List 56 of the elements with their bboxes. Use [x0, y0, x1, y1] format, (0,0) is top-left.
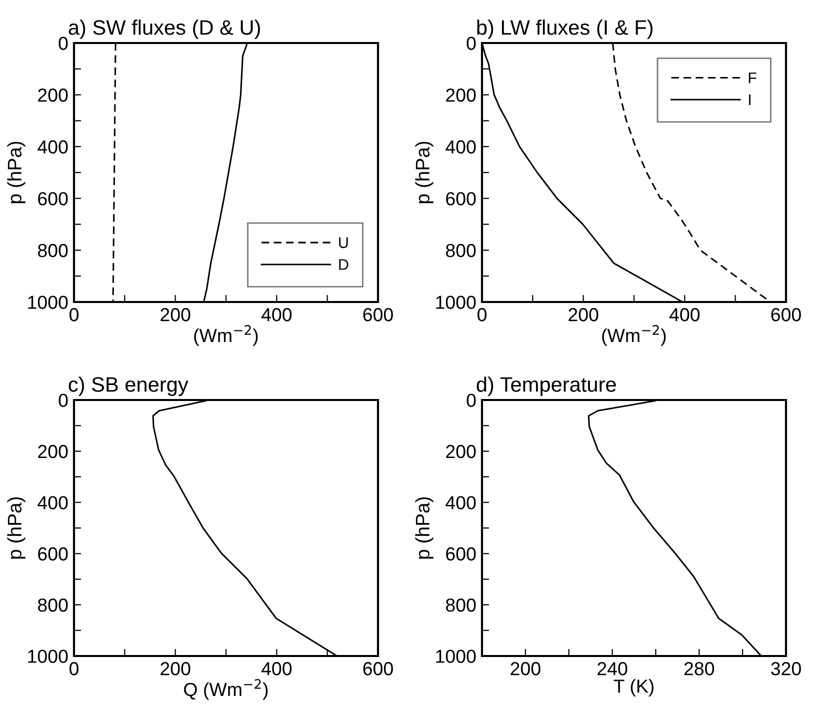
y-tick-label: 600 — [446, 192, 476, 206]
chart-title: a) SW fluxes (D & U) — [68, 20, 260, 39]
x-axis-title: T (K) — [614, 679, 654, 697]
x-tick-label: 240 — [598, 662, 628, 676]
y-tick-label: 800 — [38, 598, 68, 612]
x-axis-title: (Wm$^{−2}$) — [602, 325, 666, 346]
legend-label: U — [339, 237, 348, 248]
chart-title: d) Temperature — [476, 376, 616, 396]
x-tick-label: 280 — [684, 662, 714, 676]
y-tick-label: 1000 — [28, 296, 68, 309]
y-tick-label: 0 — [466, 394, 476, 407]
x-tick-label: 400 — [261, 308, 292, 322]
chart-title: c) SB energy — [68, 376, 188, 396]
x-tick-label: 200 — [510, 662, 540, 676]
y-tick-label: 800 — [446, 244, 476, 258]
x-tick-label: 400 — [261, 662, 292, 676]
legend-label: I — [749, 94, 750, 105]
x-tick-label: 600 — [363, 662, 393, 676]
x-tick-label: 600 — [771, 308, 801, 322]
x-tick-label: 0 — [70, 662, 78, 676]
y-tick-label: 600 — [38, 547, 68, 561]
y-tick-label: 400 — [446, 496, 476, 510]
y-tick-label: 400 — [446, 140, 476, 154]
y-axis-title: p (hPa) — [415, 142, 434, 204]
x-tick-label: 200 — [568, 308, 598, 322]
x-tick-label: 200 — [160, 662, 190, 676]
x-axis-title: Q (Wm$^{−2}$) — [184, 679, 268, 700]
y-axis-title: p (hPa) — [415, 497, 434, 559]
x-axis-title: (Wm$^{−2}$) — [194, 325, 258, 346]
y-axis-title: p (hPa) — [7, 142, 26, 204]
x-tick-label: 400 — [669, 308, 700, 322]
y-tick-label: 800 — [446, 598, 476, 612]
y-tick-label: 0 — [58, 36, 68, 50]
y-tick-label: 600 — [38, 192, 68, 206]
y-tick-label: 1000 — [436, 296, 476, 309]
legend-label: D — [339, 259, 348, 270]
y-tick-label: 400 — [38, 496, 68, 510]
x-tick-label: 0 — [70, 308, 78, 322]
y-tick-label: 1000 — [436, 650, 476, 663]
y-tick-label: 1000 — [28, 650, 68, 663]
y-tick-label: 0 — [58, 394, 68, 407]
y-tick-label: 200 — [38, 444, 68, 458]
y-tick-label: 200 — [38, 88, 68, 102]
legend-label: F — [748, 72, 756, 84]
y-axis-title: p (hPa) — [7, 497, 26, 559]
y-tick-label: 200 — [446, 444, 476, 458]
x-tick-label: 0 — [478, 308, 486, 322]
y-tick-label: 400 — [38, 140, 68, 154]
x-tick-label: 200 — [160, 308, 190, 322]
chart-title: b) LW fluxes (I & F) — [477, 20, 653, 39]
y-tick-label: 800 — [38, 244, 68, 258]
y-tick-label: 0 — [466, 36, 476, 50]
x-tick-label: 320 — [771, 662, 801, 676]
x-tick-label: 600 — [363, 308, 393, 322]
y-tick-label: 200 — [446, 88, 476, 102]
y-tick-label: 600 — [446, 547, 476, 561]
